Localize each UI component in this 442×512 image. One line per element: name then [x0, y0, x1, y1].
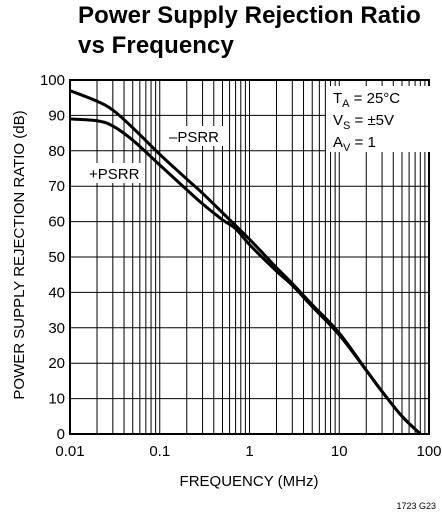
y-tick-label: 70	[48, 178, 65, 195]
condition-ta: TA = 25°C	[333, 90, 400, 110]
condition-vs: VS = ±5V	[333, 112, 394, 132]
plus-psrr-label-bg	[86, 163, 142, 183]
plot-frame	[69, 79, 430, 435]
y-tick-label: 50	[48, 249, 65, 266]
plus-psrr-label: +PSRR	[89, 166, 140, 183]
y-axis-label: POWER SUPPLY REJECTION RATIO (dB)	[11, 110, 28, 399]
plus-psrr-curve	[69, 117, 422, 436]
x-axis-label: FREQUENCY (MHz)	[180, 473, 319, 490]
x-tick-label: 10	[331, 443, 348, 460]
y-tick-label: 80	[48, 143, 65, 160]
x-tick-label: 0.1	[149, 443, 170, 460]
y-tick-label: 100	[40, 72, 65, 89]
figure-id: 1723 G23	[396, 501, 436, 511]
y-tick-label: 30	[48, 320, 65, 337]
chart-title-line-2: vs Frequency	[78, 32, 234, 59]
y-tick-label: 20	[48, 355, 65, 372]
y-tick-label: 0	[57, 426, 65, 443]
y-tick-label: 90	[48, 107, 65, 124]
y-tick-label: 40	[48, 284, 65, 301]
y-tick-label: 10	[48, 391, 65, 408]
y-tick-label: 60	[48, 214, 65, 231]
tick-labels: 0 10 20 30 40 50 60 70 80 90 100 0.01 0.1 1 10 100	[40, 72, 442, 460]
chart-title-line-1: Power Supply Rejection Ratio	[78, 2, 421, 29]
x-tick-label: 1	[245, 443, 253, 460]
x-tick-label: 0.01	[55, 443, 84, 460]
data-series	[69, 89, 422, 436]
condition-av: AV = 1	[333, 134, 376, 154]
minus-psrr-label: –PSRR	[169, 129, 219, 146]
conditions-box	[326, 86, 432, 152]
chart-grid	[69, 79, 430, 435]
x-tick-label: 100	[416, 443, 441, 460]
minus-psrr-label-bg	[166, 126, 224, 146]
